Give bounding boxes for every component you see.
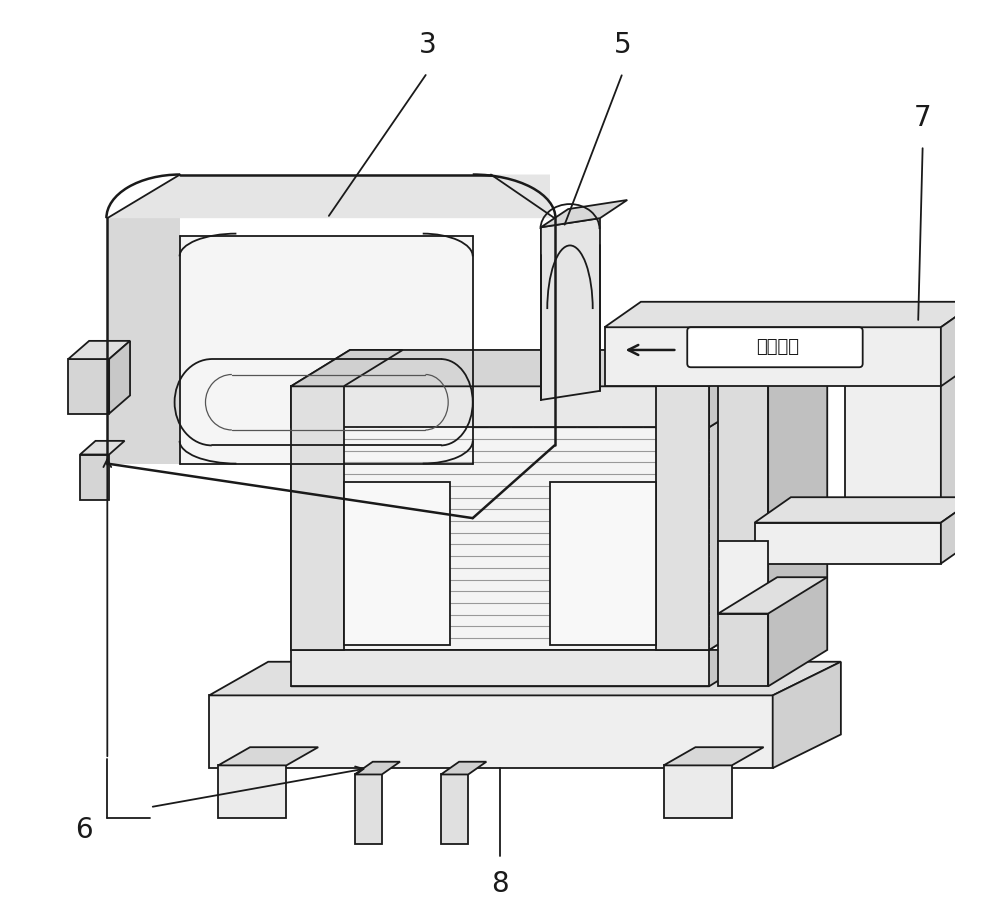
Polygon shape	[291, 386, 709, 427]
Polygon shape	[605, 302, 977, 327]
Polygon shape	[718, 577, 827, 614]
Polygon shape	[941, 356, 977, 527]
Polygon shape	[209, 662, 841, 695]
Text: 3: 3	[418, 31, 436, 59]
Polygon shape	[68, 341, 130, 359]
Polygon shape	[441, 774, 468, 844]
Polygon shape	[755, 497, 977, 523]
Polygon shape	[80, 441, 125, 454]
Polygon shape	[845, 356, 977, 382]
Text: 8: 8	[491, 870, 509, 898]
Polygon shape	[718, 345, 827, 382]
Polygon shape	[68, 359, 109, 414]
Polygon shape	[718, 382, 768, 686]
Polygon shape	[541, 200, 627, 227]
Polygon shape	[109, 341, 130, 414]
Polygon shape	[218, 747, 318, 765]
Polygon shape	[291, 386, 344, 650]
Polygon shape	[941, 302, 977, 386]
Polygon shape	[344, 482, 450, 645]
Polygon shape	[107, 175, 550, 218]
Polygon shape	[755, 523, 941, 564]
Polygon shape	[941, 497, 977, 564]
Polygon shape	[709, 391, 768, 650]
Polygon shape	[664, 747, 764, 765]
Polygon shape	[291, 350, 403, 386]
Text: 5: 5	[614, 31, 632, 59]
Polygon shape	[218, 765, 286, 818]
Polygon shape	[355, 774, 382, 844]
Polygon shape	[209, 695, 773, 768]
Polygon shape	[664, 765, 732, 818]
Polygon shape	[291, 650, 709, 686]
Polygon shape	[355, 762, 400, 774]
Polygon shape	[718, 541, 768, 614]
Text: 6: 6	[75, 815, 92, 844]
Polygon shape	[291, 614, 768, 650]
Polygon shape	[709, 350, 768, 427]
Polygon shape	[180, 236, 473, 464]
Polygon shape	[291, 350, 768, 386]
Polygon shape	[845, 382, 941, 527]
Polygon shape	[291, 650, 768, 686]
Polygon shape	[80, 454, 109, 500]
Polygon shape	[107, 218, 180, 464]
Polygon shape	[605, 327, 941, 386]
Polygon shape	[768, 345, 827, 686]
Polygon shape	[441, 762, 486, 774]
Polygon shape	[550, 482, 656, 645]
Text: 电流输入: 电流输入	[756, 338, 799, 356]
Polygon shape	[291, 427, 709, 650]
FancyBboxPatch shape	[687, 327, 863, 367]
Polygon shape	[656, 386, 709, 650]
Polygon shape	[541, 218, 600, 400]
Polygon shape	[773, 662, 841, 768]
Text: 7: 7	[914, 104, 931, 132]
Polygon shape	[291, 391, 768, 427]
